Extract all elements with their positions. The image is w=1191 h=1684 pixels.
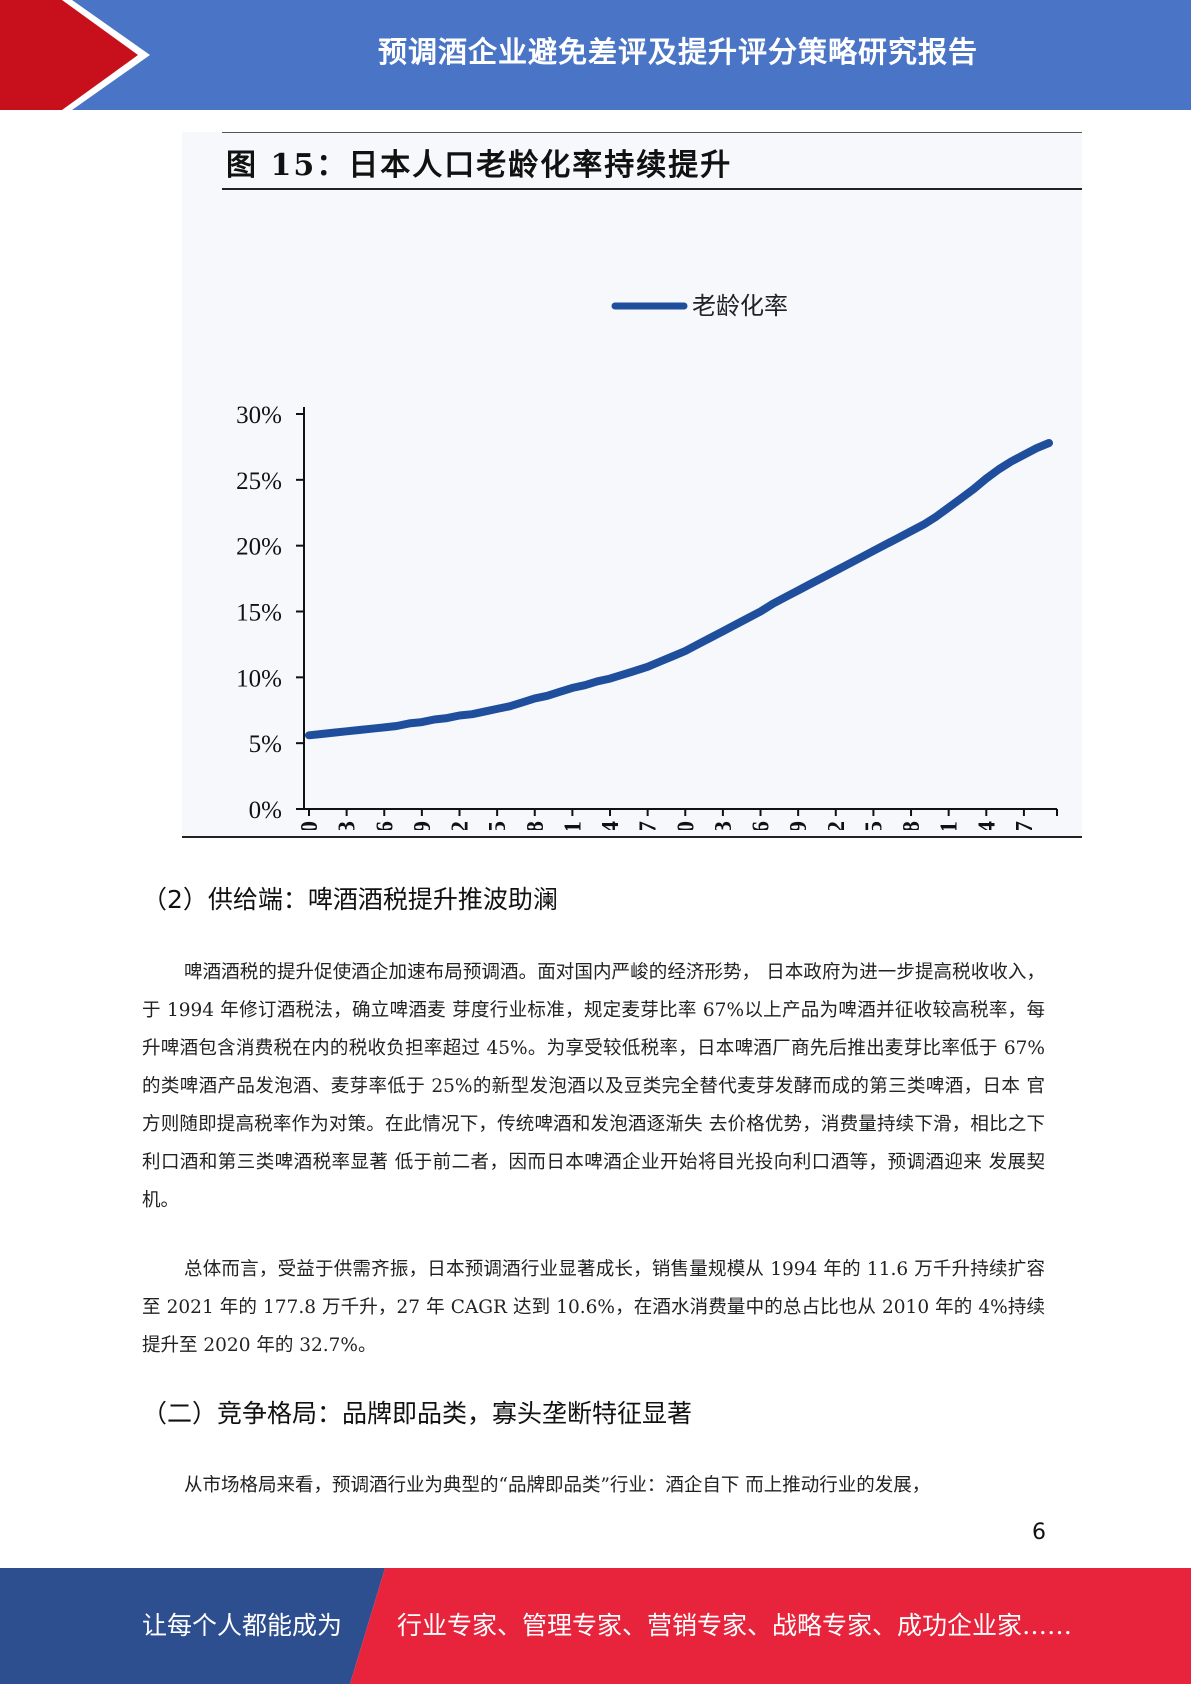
x-tick-label: 1960	[297, 821, 323, 830]
report-title: 预调酒企业避免差评及提升评分策略研究报告	[377, 35, 978, 69]
footer-slogan-right: 行业专家、管理专家、营销专家、战略专家、成功企业家……	[397, 1611, 1073, 1640]
x-tick-label: 2005	[861, 821, 887, 830]
section-heading-competition: （二）竞争格局：品牌即品类，寡头垄断特征显著	[142, 1399, 693, 1428]
x-tick-label: 1978	[523, 821, 549, 830]
x-tick-label: 1969	[410, 821, 436, 830]
x-tick-label: 1993	[711, 821, 737, 830]
aging-rate-chart: 老龄化率 0% 5% 10% 15% 20% 25% 30% 1960 1963 1966 1969 1…	[236, 292, 1058, 830]
figure-15: 图 15：日本人口老龄化率持续提升 老龄化率 0% 5% 10% 15% 20% 25% 30…	[182, 132, 1082, 838]
x-tick-label: 1987	[636, 821, 662, 830]
x-tick-label: 1999	[786, 821, 812, 830]
y-tick-label: 25%	[236, 468, 282, 495]
x-tick-label: 1996	[749, 821, 775, 830]
figure-title-rule	[222, 188, 1082, 190]
series-line-aging-rate	[305, 439, 1053, 740]
paragraph-growth-summary: 总体而言，受益于供需齐振，日本预调酒行业显著成长，销售量规模从 1994 年的 …	[142, 1259, 1045, 1356]
y-tick-label: 5%	[249, 731, 282, 758]
x-tick-label: 1963	[335, 821, 361, 830]
figure-bottom-rule	[182, 836, 1082, 838]
footer-slogan-left: 让每个人都能成为	[142, 1611, 343, 1640]
y-tick-label: 10%	[236, 665, 282, 692]
y-tick-label: 20%	[236, 534, 282, 561]
section-heading-supply: （2）供给端：啤酒酒税提升推波助澜	[142, 885, 558, 914]
x-tick-label: 2014	[974, 821, 1000, 830]
paragraph-market-structure: 从市场格局来看，预调酒行业为典型的“品牌即品类”行业：酒企自下 而上推动行业的发…	[184, 1475, 931, 1496]
x-tick-label: 1972	[448, 821, 474, 830]
footer-background	[0, 1568, 1191, 1684]
y-tick-label: 15%	[236, 600, 282, 627]
x-tick-label: 1975	[485, 821, 511, 830]
y-tick-label: 0%	[249, 797, 282, 824]
page-header: 预调酒企业避免差评及提升评分策略研究报告	[0, 0, 1191, 110]
header-arrow-decoration	[0, 0, 150, 110]
paragraph-beer-tax: 啤酒酒税的提升促使酒企加速布局预调酒。面对国内严峻的经济形势， 日本政府为进一步…	[142, 962, 1045, 1211]
x-tick-label: 1984	[598, 821, 624, 830]
page-footer: 让每个人都能成为 行业专家、管理专家、营销专家、战略专家、成功企业家……	[0, 1568, 1191, 1684]
x-tick-label: 2008	[899, 821, 925, 830]
legend-label: 老龄化率	[692, 292, 788, 320]
x-tick-label: 1981	[560, 821, 586, 830]
x-tick-label: 2017	[1012, 821, 1038, 830]
page-number: 6	[1032, 1520, 1046, 1545]
y-tick-label: 30%	[236, 402, 282, 429]
x-tick-label: 2002	[824, 821, 850, 830]
figure-title: 图 15：日本人口老龄化率持续提升	[226, 148, 733, 183]
figure-top-rule	[222, 132, 1082, 133]
x-tick-label: 1990	[673, 821, 699, 830]
x-tick-label: 1966	[372, 821, 398, 830]
x-tick-label: 2011	[937, 821, 963, 830]
